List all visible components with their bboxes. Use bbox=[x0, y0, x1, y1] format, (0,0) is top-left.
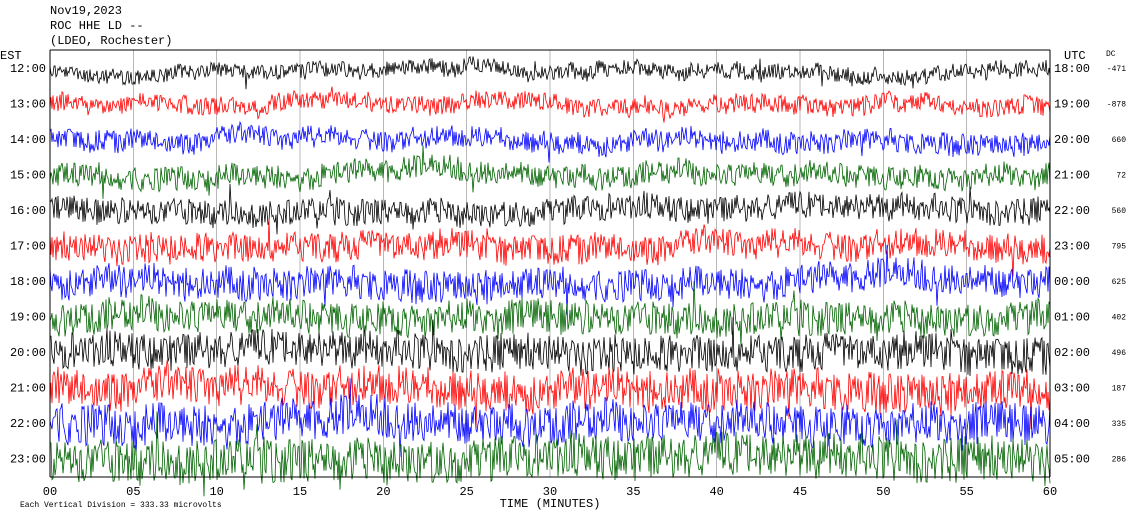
x-tick-label: 15 bbox=[293, 485, 307, 499]
dc-value: 72 bbox=[1116, 172, 1126, 181]
seismic-trace bbox=[49, 55, 1051, 90]
est-hour-label: 21:00 bbox=[10, 382, 46, 396]
utc-hour-label: 05:00 bbox=[1054, 453, 1090, 467]
dc-value: 335 bbox=[1112, 420, 1127, 429]
dc-label: DC bbox=[1106, 50, 1116, 59]
utc-hour-label: 01:00 bbox=[1054, 311, 1090, 325]
seismic-trace bbox=[49, 281, 1051, 347]
date: Nov19,2023 bbox=[50, 4, 122, 18]
est-hour-label: 23:00 bbox=[10, 453, 46, 467]
x-tick-label: 10 bbox=[209, 485, 223, 499]
est-hour-label: 14:00 bbox=[10, 133, 46, 147]
dc-value: 496 bbox=[1112, 349, 1127, 358]
dc-value: 625 bbox=[1112, 278, 1127, 287]
utc-hour-label: 20:00 bbox=[1054, 133, 1090, 147]
x-tick-label: 35 bbox=[626, 485, 640, 499]
left-axis-label: EST bbox=[0, 49, 22, 63]
dc-value: -878 bbox=[1107, 101, 1126, 110]
seismic-trace bbox=[49, 411, 1051, 497]
x-tick-label: 20 bbox=[376, 485, 390, 499]
est-hour-label: 12:00 bbox=[10, 62, 46, 76]
est-hour-label: 16:00 bbox=[10, 204, 46, 218]
est-hour-label: 13:00 bbox=[10, 98, 46, 112]
utc-hour-label: 02:00 bbox=[1054, 346, 1090, 360]
x-tick-label: 30 bbox=[543, 485, 557, 499]
traces bbox=[49, 50, 1051, 497]
x-tick-label: 05 bbox=[126, 485, 140, 499]
est-hour-label: 17:00 bbox=[10, 240, 46, 254]
seismic-trace bbox=[49, 120, 1051, 163]
dc-value: 660 bbox=[1112, 136, 1127, 145]
dc-value: 402 bbox=[1112, 314, 1127, 323]
location: (LDEO, Rochester) bbox=[50, 34, 172, 48]
est-hour-label: 18:00 bbox=[10, 275, 46, 289]
utc-hour-label: 21:00 bbox=[1054, 169, 1090, 183]
utc-hour-label: 18:00 bbox=[1054, 62, 1090, 76]
dc-value: -471 bbox=[1107, 65, 1126, 74]
x-tick-label: 00 bbox=[43, 485, 57, 499]
est-hour-label: 19:00 bbox=[10, 311, 46, 325]
seismic-trace bbox=[49, 183, 1051, 235]
right-axis-label: UTC bbox=[1064, 49, 1086, 63]
seismic-trace bbox=[50, 317, 1051, 377]
seismic-trace bbox=[49, 245, 1051, 315]
x-tick-label: 55 bbox=[959, 485, 973, 499]
x-tick-label: 25 bbox=[459, 485, 473, 499]
station: ROC HHE LD -- bbox=[50, 19, 144, 33]
x-axis-label: TIME (MINUTES) bbox=[500, 497, 601, 511]
utc-hour-label: 23:00 bbox=[1054, 240, 1090, 254]
utc-hour-label: 19:00 bbox=[1054, 98, 1090, 112]
est-hour-label: 20:00 bbox=[10, 346, 46, 360]
utc-hour-label: 00:00 bbox=[1054, 275, 1090, 289]
seismic-trace bbox=[49, 219, 1051, 277]
dc-value: 795 bbox=[1112, 243, 1127, 252]
footer: Each Vertical Division = 333.33 microvol… bbox=[20, 501, 222, 510]
seismic-trace bbox=[49, 360, 1051, 430]
x-tick-label: 40 bbox=[709, 485, 723, 499]
est-hour-label: 22:00 bbox=[10, 417, 46, 431]
dc-value: 187 bbox=[1112, 385, 1127, 394]
dc-value: 286 bbox=[1112, 456, 1127, 465]
est-hour-label: 15:00 bbox=[10, 169, 46, 183]
x-tick-label: 60 bbox=[1043, 485, 1057, 499]
utc-hour-label: 03:00 bbox=[1054, 382, 1090, 396]
dc-value: 560 bbox=[1112, 207, 1127, 216]
utc-hour-label: 04:00 bbox=[1054, 417, 1090, 431]
utc-hour-label: 22:00 bbox=[1054, 204, 1090, 218]
seismic-trace bbox=[49, 86, 1051, 123]
x-tick-label: 50 bbox=[876, 485, 890, 499]
seismic-trace bbox=[49, 145, 1051, 199]
x-tick-label: 45 bbox=[793, 485, 807, 499]
seismic-trace bbox=[49, 378, 1051, 457]
